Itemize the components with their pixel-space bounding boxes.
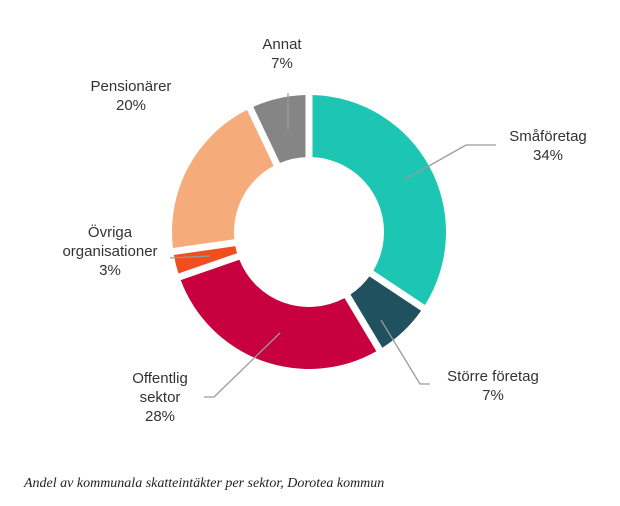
slice-percent: 7% xyxy=(482,387,504,404)
slice-name: Övriga xyxy=(88,223,133,241)
leader-line-3 xyxy=(169,255,211,259)
slice-2 xyxy=(180,259,377,370)
slice-name: Pensionärer xyxy=(91,78,172,95)
slice-4 xyxy=(172,109,274,249)
leader-line-2 xyxy=(204,332,281,398)
slice-percent: 28% xyxy=(145,408,175,425)
slice-1 xyxy=(350,276,422,348)
slices xyxy=(172,95,446,370)
slice-label-3: Övriga organisationer 3% xyxy=(62,223,157,279)
slice-name: organisationer xyxy=(62,243,157,260)
slice-percent: 3% xyxy=(99,262,121,279)
slice-label-1: Större företag 7% xyxy=(447,368,539,404)
slice-percent: 34% xyxy=(533,147,563,164)
slice-5 xyxy=(253,95,306,163)
slice-name: Småföretag xyxy=(509,128,587,145)
chart-caption: Andel av kommunala skatteintäkter per se… xyxy=(24,476,385,491)
leader-lines xyxy=(169,93,496,398)
slice-name: sektor xyxy=(140,389,181,406)
slice-label-5: Annat 7% xyxy=(262,36,302,72)
slice-labels: Småföretag 34% Större företag 7% Offentlig se… xyxy=(62,36,586,425)
slice-name: Annat xyxy=(262,36,302,53)
leader-line-0 xyxy=(403,144,496,181)
slice-percent: 20% xyxy=(116,97,146,114)
slice-0 xyxy=(312,95,446,305)
slice-percent: 7% xyxy=(271,55,293,72)
slice-name: Offentlig xyxy=(132,370,188,387)
leader-line-1 xyxy=(380,319,430,385)
slice-label-4: Pensionärer 20% xyxy=(91,78,172,114)
slice-label-0: Småföretag 34% xyxy=(509,128,587,164)
slice-label-2: Offentlig sektor 28% xyxy=(132,370,188,425)
slice-name: Större företag xyxy=(447,368,539,385)
slice-3 xyxy=(173,246,238,274)
